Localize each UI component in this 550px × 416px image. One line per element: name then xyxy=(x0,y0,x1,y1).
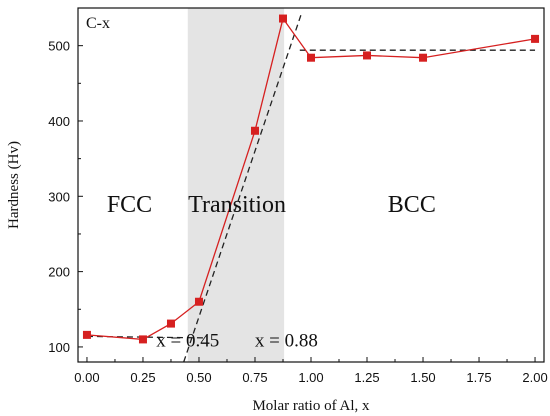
y-tick-label: 100 xyxy=(48,340,70,355)
x-tick-label: 1.75 xyxy=(466,370,491,385)
region-label: FCC xyxy=(107,192,152,218)
x-tick-label: 1.00 xyxy=(298,370,323,385)
data-series-layer xyxy=(82,14,540,344)
plot-frame xyxy=(77,7,545,363)
data-point xyxy=(82,330,91,339)
y-tick-label: 400 xyxy=(48,114,70,129)
transition-shaded-region-layer xyxy=(187,8,285,362)
region-label: Transition xyxy=(188,192,286,218)
y-tick-label: 500 xyxy=(48,39,70,54)
data-point xyxy=(194,297,203,306)
x-axis-title: Molar ratio of Al, x xyxy=(252,398,370,414)
data-point xyxy=(419,53,428,62)
x-tick-label: 0.75 xyxy=(242,370,267,385)
x-tick-label: 0.25 xyxy=(130,370,155,385)
series-line xyxy=(86,17,536,341)
region-label: BCC xyxy=(388,192,436,218)
data-point xyxy=(250,126,259,135)
y-tick-label: 300 xyxy=(48,189,70,204)
data-point xyxy=(166,319,175,328)
boundary-annotation: x = 0.88 xyxy=(255,331,318,352)
data-point xyxy=(307,53,315,62)
boundary-annotation: x = 0.45 xyxy=(156,331,219,352)
chart-text-layer: 0.00 0.25 0.50 0.75 1.00 1.25 1.50 1.75 2.00 100 2… xyxy=(48,39,547,385)
x-tick-label: 2.00 xyxy=(522,370,547,385)
x-tick-label: 1.25 xyxy=(354,370,379,385)
dashed-fit-lines-layer xyxy=(86,11,536,363)
y-tick-label: 200 xyxy=(48,265,70,280)
y-axis-title: Hardness (Hv) xyxy=(6,141,22,229)
x-tick-label: 0.00 xyxy=(74,370,99,385)
panel-label: C-x xyxy=(86,15,110,32)
x-tick-label: 0.50 xyxy=(186,370,211,385)
transition-region xyxy=(187,8,285,362)
data-point xyxy=(138,335,147,344)
fit-line xyxy=(183,11,303,363)
x-tick-label: 1.50 xyxy=(410,370,435,385)
data-point xyxy=(278,14,287,23)
data-point xyxy=(363,51,372,60)
data-point xyxy=(531,34,540,43)
